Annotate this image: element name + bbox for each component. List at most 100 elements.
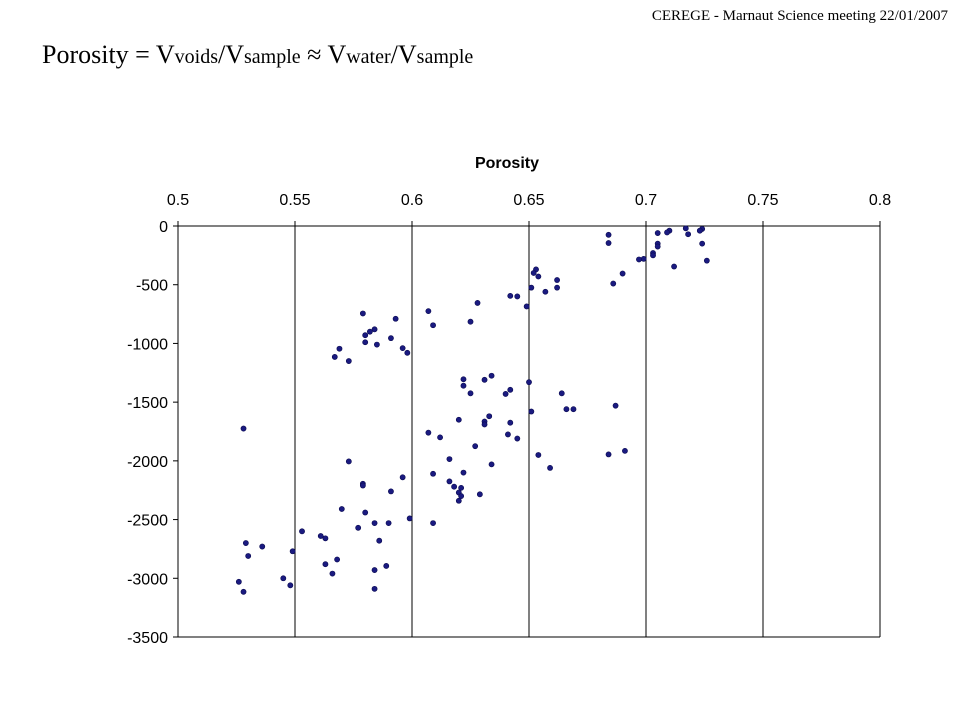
scatter-point xyxy=(280,575,287,582)
scatter-point xyxy=(650,252,656,259)
x-tick-label: 0.8 xyxy=(869,192,891,209)
scatter-point xyxy=(502,391,509,397)
scatter-point xyxy=(362,509,369,516)
scatter-point xyxy=(362,339,369,346)
y-tick-label: -500 xyxy=(136,278,168,295)
scatter-point xyxy=(404,349,411,356)
scatter-point xyxy=(612,402,619,409)
scatter-point xyxy=(682,225,689,232)
y-tick-label: -1500 xyxy=(127,395,168,412)
formula-part-1: Porosity = V xyxy=(42,40,175,69)
scatter-point xyxy=(392,315,399,322)
point-layer xyxy=(235,225,710,595)
scatter-point xyxy=(507,419,514,426)
chart-title: Porosity xyxy=(475,155,539,172)
scatter-point xyxy=(622,447,628,454)
scatter-point xyxy=(371,585,378,592)
scatter-point xyxy=(317,533,324,539)
scatter-point xyxy=(476,491,483,498)
scatter-point xyxy=(528,284,535,291)
scatter-point xyxy=(699,240,706,247)
scatter-point xyxy=(507,292,514,299)
scatter-point xyxy=(289,548,296,555)
scatter-point xyxy=(458,484,465,491)
scatter-point xyxy=(240,425,247,432)
scatter-point xyxy=(619,270,626,277)
scatter-point xyxy=(514,293,521,300)
x-tick-label: 0.7 xyxy=(635,192,657,209)
scatter-point xyxy=(399,474,406,481)
scatter-point xyxy=(481,421,488,428)
scatter-point xyxy=(535,273,542,280)
scatter-point xyxy=(460,376,467,383)
scatter-point xyxy=(505,431,511,438)
scatter-point xyxy=(446,456,453,462)
scatter-point xyxy=(605,231,612,238)
scatter-point xyxy=(605,451,612,458)
scatter-point xyxy=(455,497,462,504)
scatter-point xyxy=(371,520,378,526)
formula-subscript-sample-2: sample xyxy=(416,46,474,68)
y-tick-label: -3000 xyxy=(127,571,168,588)
scatter-point xyxy=(345,358,352,364)
scatter-point xyxy=(425,308,432,315)
scatter-point xyxy=(467,390,474,397)
scatter-point xyxy=(488,461,495,468)
scatter-point xyxy=(685,231,692,238)
scatter-point xyxy=(338,506,345,512)
scatter-point xyxy=(467,318,474,325)
formula-part-4: /V xyxy=(390,40,417,69)
formula-part-3: ≈ V xyxy=(300,40,347,69)
scatter-point xyxy=(563,406,570,413)
scatter-point xyxy=(696,227,703,234)
formula-subscript-sample-1: sample xyxy=(244,46,301,68)
scatter-point xyxy=(430,470,436,477)
x-tick-label: 0.6 xyxy=(401,192,423,209)
scatter-point xyxy=(371,567,378,573)
scatter-point xyxy=(336,345,343,352)
scatter-point xyxy=(460,382,467,389)
scatter-point xyxy=(245,553,252,559)
scatter-point xyxy=(388,488,394,495)
scatter-point xyxy=(322,561,329,568)
scatter-point xyxy=(455,416,462,423)
scatter-point xyxy=(242,540,249,546)
scatter-point xyxy=(570,406,577,413)
formula-subscript-voids: voids xyxy=(174,46,218,68)
meeting-caption: CEREGE - Marnaut Science meeting 22/01/2… xyxy=(651,8,948,24)
scatter-point xyxy=(636,256,642,263)
scatter-point xyxy=(703,257,710,264)
scatter-point xyxy=(331,354,338,360)
scatter-point xyxy=(446,478,453,485)
scatter-point xyxy=(406,515,413,522)
y-tick-label: 0 xyxy=(159,219,168,236)
grid-layer xyxy=(294,226,881,637)
scatter-point xyxy=(373,341,380,348)
y-tick-label: -1000 xyxy=(127,336,168,353)
scatter-point xyxy=(425,429,432,436)
formula-part-2: /V xyxy=(218,40,244,69)
scatter-point xyxy=(488,372,495,379)
y-tick-label: -2000 xyxy=(127,454,168,471)
scatter-point xyxy=(329,570,336,577)
tick-layer: 0.5 0.55 0.6 0.65 0.7 0.75 0.8 0 -500 -1000 -1500 -… xyxy=(127,192,891,647)
scatter-point xyxy=(554,277,560,283)
scatter-point xyxy=(530,270,537,276)
scatter-point xyxy=(240,588,247,595)
slide-formula: Porosity = Vvoids/Vsample ≈ Vwater/Vsamp… xyxy=(42,40,473,70)
scatter-point xyxy=(472,443,479,450)
scatter-point xyxy=(654,230,661,236)
scatter-point xyxy=(507,386,514,393)
x-tick-label: 0.5 xyxy=(167,192,189,209)
scatter-point xyxy=(671,263,677,270)
y-tick-label: -3500 xyxy=(127,630,168,647)
scatter-point xyxy=(430,322,436,329)
scatter-point xyxy=(474,300,481,306)
scatter-point xyxy=(334,556,341,563)
scatter-point xyxy=(376,537,383,544)
x-tick-label: 0.75 xyxy=(747,192,778,209)
scatter-point xyxy=(458,493,465,499)
formula-subscript-water: water xyxy=(346,46,391,68)
scatter-point xyxy=(514,435,521,442)
